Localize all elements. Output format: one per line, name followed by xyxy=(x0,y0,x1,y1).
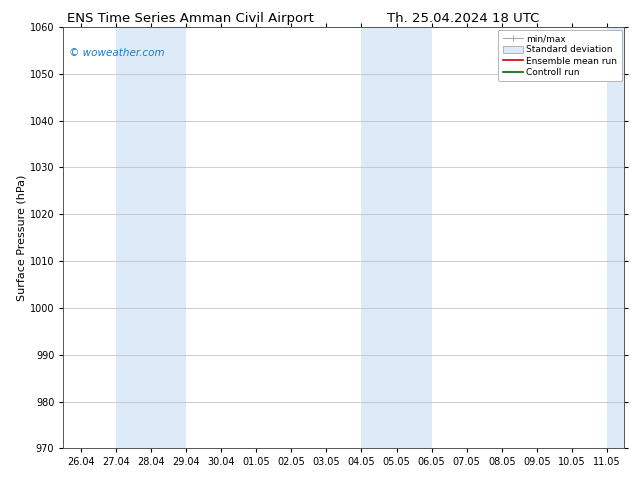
Text: © woweather.com: © woweather.com xyxy=(69,48,165,58)
Text: Th. 25.04.2024 18 UTC: Th. 25.04.2024 18 UTC xyxy=(387,12,539,25)
Bar xyxy=(361,27,432,448)
Bar xyxy=(607,27,628,448)
Text: ENS Time Series Amman Civil Airport: ENS Time Series Amman Civil Airport xyxy=(67,12,314,25)
Legend: min/max, Standard deviation, Ensemble mean run, Controll run: min/max, Standard deviation, Ensemble me… xyxy=(498,30,622,81)
Y-axis label: Surface Pressure (hPa): Surface Pressure (hPa) xyxy=(17,174,27,301)
Bar xyxy=(116,27,186,448)
